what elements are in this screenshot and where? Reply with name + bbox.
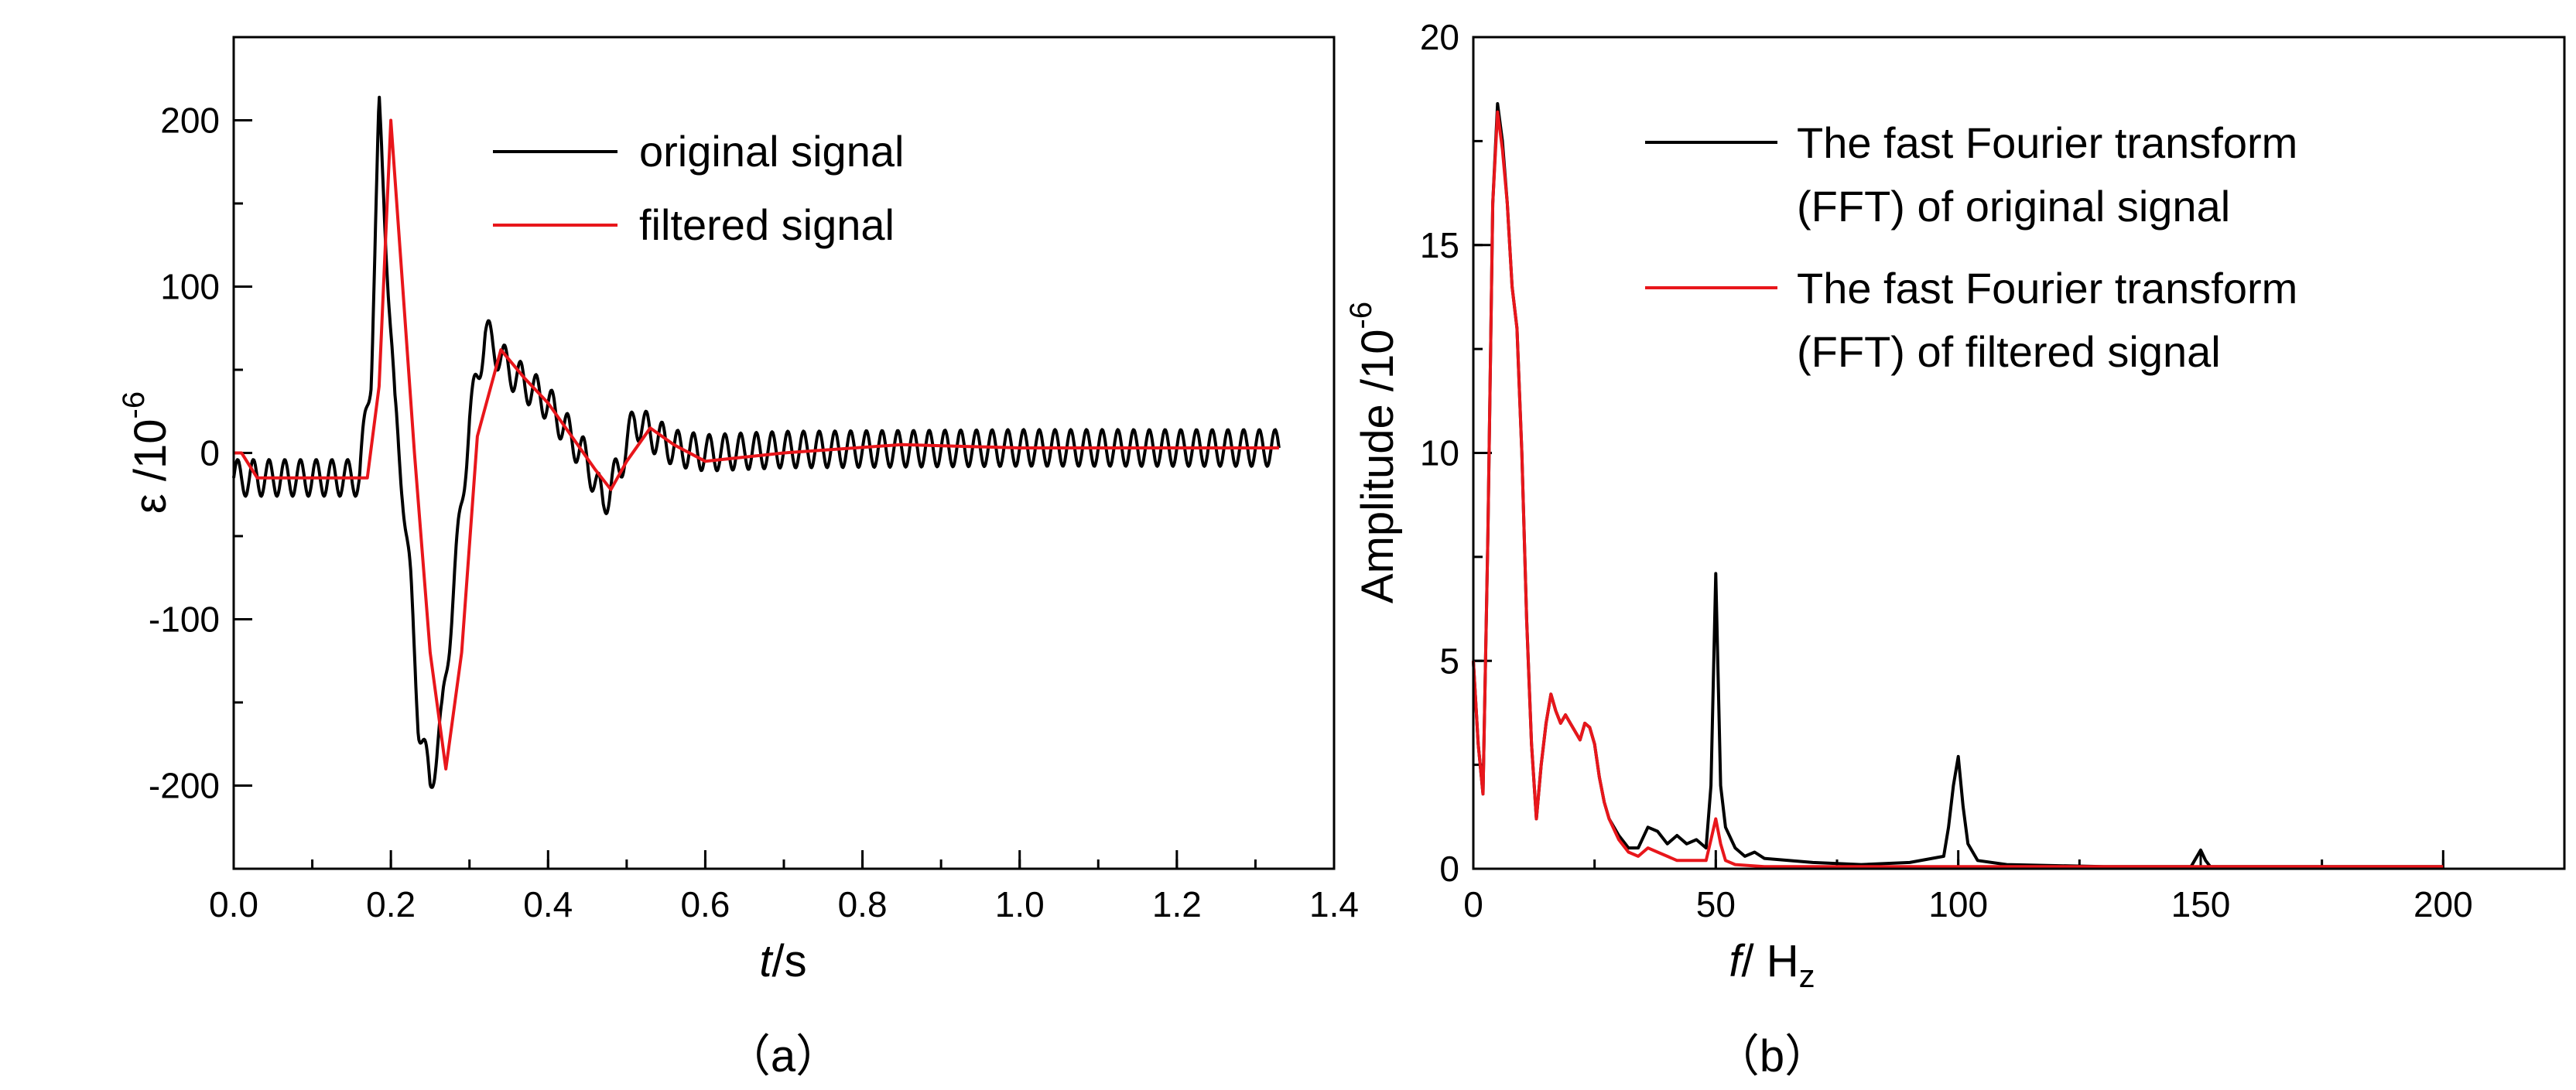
y-tick-label: 10 <box>1420 433 1459 473</box>
legend-label-fft-original-line1: The fast Fourier transform <box>1797 118 2297 167</box>
x-tick-label: 200 <box>2414 884 2473 924</box>
legend-label-filtered-signal: filtered signal <box>639 200 895 249</box>
panel-b-ylabel: Amplitude /10 <box>1353 329 1403 603</box>
panel-a-ylabel-exponent: -6 <box>117 391 151 419</box>
y-tick-label: 0 <box>1439 849 1459 889</box>
panel-a-caption: （a） <box>726 1031 840 1081</box>
panel-a-plot-frame <box>232 36 1336 870</box>
panel-a-xlabel-unit: /s <box>772 936 807 986</box>
panel-b-ticks: 0 50 100 150 200 0 5 10 15 20 <box>1420 17 2566 924</box>
series-line-original-signal <box>232 95 1281 789</box>
y-tick-label: -200 <box>149 766 220 806</box>
svg-text:Amplitude /10-6: Amplitude /10-6 <box>1344 302 1403 603</box>
x-tick-label: 100 <box>1928 884 1988 924</box>
y-tick-label: -100 <box>149 600 220 640</box>
x-tick-label: 0.8 <box>838 884 888 924</box>
y-tick-label: 200 <box>160 101 220 141</box>
legend-label-original-signal: original signal <box>639 127 904 176</box>
panel-a-ticks: 0.0 0.2 0.4 0.6 0.8 1.0 1.2 1.4 -200 -100 0 100 200 <box>149 36 1359 924</box>
x-tick-label: 0.4 <box>523 884 573 924</box>
x-tick-label: 150 <box>2171 884 2231 924</box>
panel-b-x-axis-title: f/ Hz <box>1729 936 1815 994</box>
series-line-the-fast-fourier-transform-fft-of-filtered-signal <box>1472 110 2444 869</box>
x-tick-label: 0 <box>1463 884 1483 924</box>
panel-a-y-axis-title: ε /10-6 <box>117 391 176 514</box>
panel-b-caption: （b） <box>1715 1031 1829 1081</box>
panel-b-legend: The fast Fourier transform (FFT) of orig… <box>1645 118 2297 376</box>
y-tick-label: 15 <box>1420 225 1459 265</box>
panel-a-legend: original signal filtered signal <box>493 127 904 249</box>
x-tick-label: 50 <box>1696 884 1736 924</box>
x-tick-label: 0.0 <box>209 884 258 924</box>
panel-b-y-axis-title: Amplitude /10-6 <box>1344 302 1403 603</box>
panel-b-xlabel-unit: / H <box>1742 936 1799 986</box>
legend-label-fft-original-line2: (FFT) of original signal <box>1797 182 2230 231</box>
series-line-filtered-signal <box>234 118 1279 771</box>
x-tick-label: 1.4 <box>1309 884 1359 924</box>
x-tick-label: 0.2 <box>366 884 416 924</box>
x-tick-label: 1.2 <box>1152 884 1202 924</box>
panel-b-ylabel-exponent: -6 <box>1344 302 1378 330</box>
svg-text:ε /10-6: ε /10-6 <box>117 391 176 514</box>
panel-a-time-domain: 0.0 0.2 0.4 0.6 0.8 1.0 1.2 1.4-200-1000100200 … <box>117 36 1359 1081</box>
legend-label-fft-filtered-line2: (FFT) of filtered signal <box>1797 327 2221 376</box>
y-tick-label: 0 <box>200 433 220 473</box>
panel-a-series <box>232 95 1281 789</box>
y-tick-label: 20 <box>1420 17 1459 57</box>
panel-a-xlabel-var: t <box>759 936 774 986</box>
panel-b-series <box>1472 102 2444 869</box>
y-tick-label: 5 <box>1439 641 1459 681</box>
panel-a-ylabel: ε /10 <box>125 419 176 514</box>
legend-label-fft-filtered-line1: The fast Fourier transform <box>1797 264 2297 313</box>
y-tick-label: 100 <box>160 267 220 307</box>
panel-b-frequency-domain: 0 50 100 150 200 0 5 10 15 20 The fast Fourier tr… <box>1344 17 2566 1081</box>
x-tick-label: 1.0 <box>995 884 1045 924</box>
panel-a-x-axis-title: t/s <box>759 936 806 986</box>
panel-b-xlabel-unit-sub: z <box>1799 958 1815 994</box>
panel-b-plot-frame <box>1472 36 2566 870</box>
x-tick-label: 0.6 <box>680 884 730 924</box>
